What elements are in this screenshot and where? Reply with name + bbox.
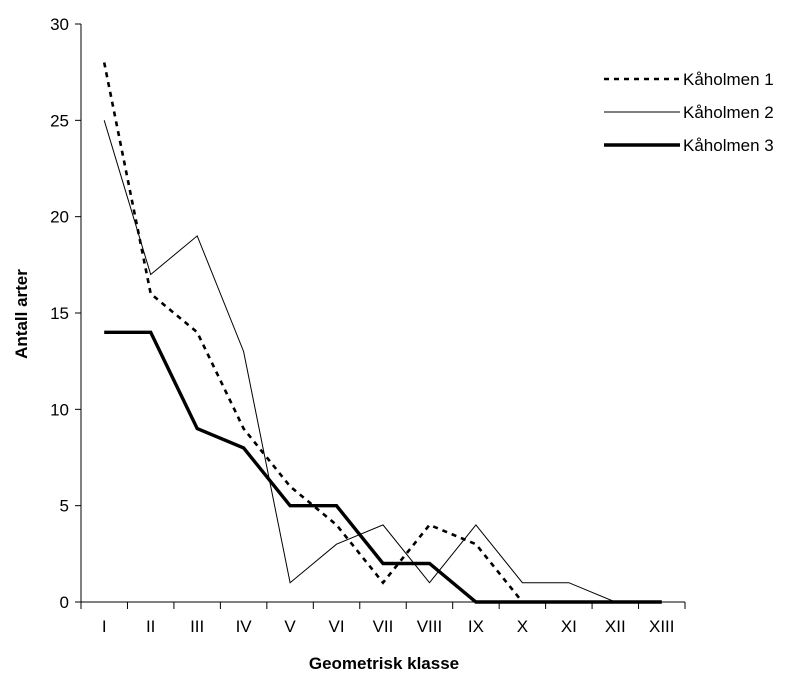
series-line-3 xyxy=(104,330,662,604)
legend: Kåholmen 1 Kåholmen 2 Kåholmen 3 xyxy=(604,70,774,155)
y-tick-label: 25 xyxy=(50,111,69,130)
x-tick-label: II xyxy=(146,617,155,636)
x-tick-label: V xyxy=(284,617,296,636)
x-tick-label: I xyxy=(102,617,107,636)
y-tick-label: 15 xyxy=(50,304,69,323)
y-tick-label: 20 xyxy=(50,208,69,227)
series-lines xyxy=(102,62,662,604)
x-tick-label: XIII xyxy=(649,617,675,636)
x-axis-title: Geometrisk klasse xyxy=(309,654,459,673)
x-tick-label: III xyxy=(190,617,204,636)
legend-label-1: Kåholmen 1 xyxy=(683,70,774,89)
x-tick-label: X xyxy=(517,617,528,636)
x-tick-label: IV xyxy=(236,617,253,636)
series-line-1 xyxy=(102,62,662,604)
y-tick-label: 5 xyxy=(60,497,69,516)
x-tick-label: VII xyxy=(373,617,394,636)
y-tick-label: 30 xyxy=(50,15,69,34)
x-tick-label: XI xyxy=(561,617,577,636)
x-tick-label: XII xyxy=(605,617,626,636)
x-tick-label: VI xyxy=(329,617,345,636)
series-line-2 xyxy=(103,120,662,603)
legend-label-3: Kåholmen 3 xyxy=(683,136,774,155)
x-tick-label: IX xyxy=(468,617,484,636)
legend-label-2: Kåholmen 2 xyxy=(683,103,774,122)
y-axis-title: Antall arter xyxy=(12,269,31,359)
x-tick-label: VIII xyxy=(417,617,443,636)
y-tick-label: 10 xyxy=(50,400,69,419)
axes xyxy=(75,23,686,609)
y-tick-label: 0 xyxy=(60,593,69,612)
